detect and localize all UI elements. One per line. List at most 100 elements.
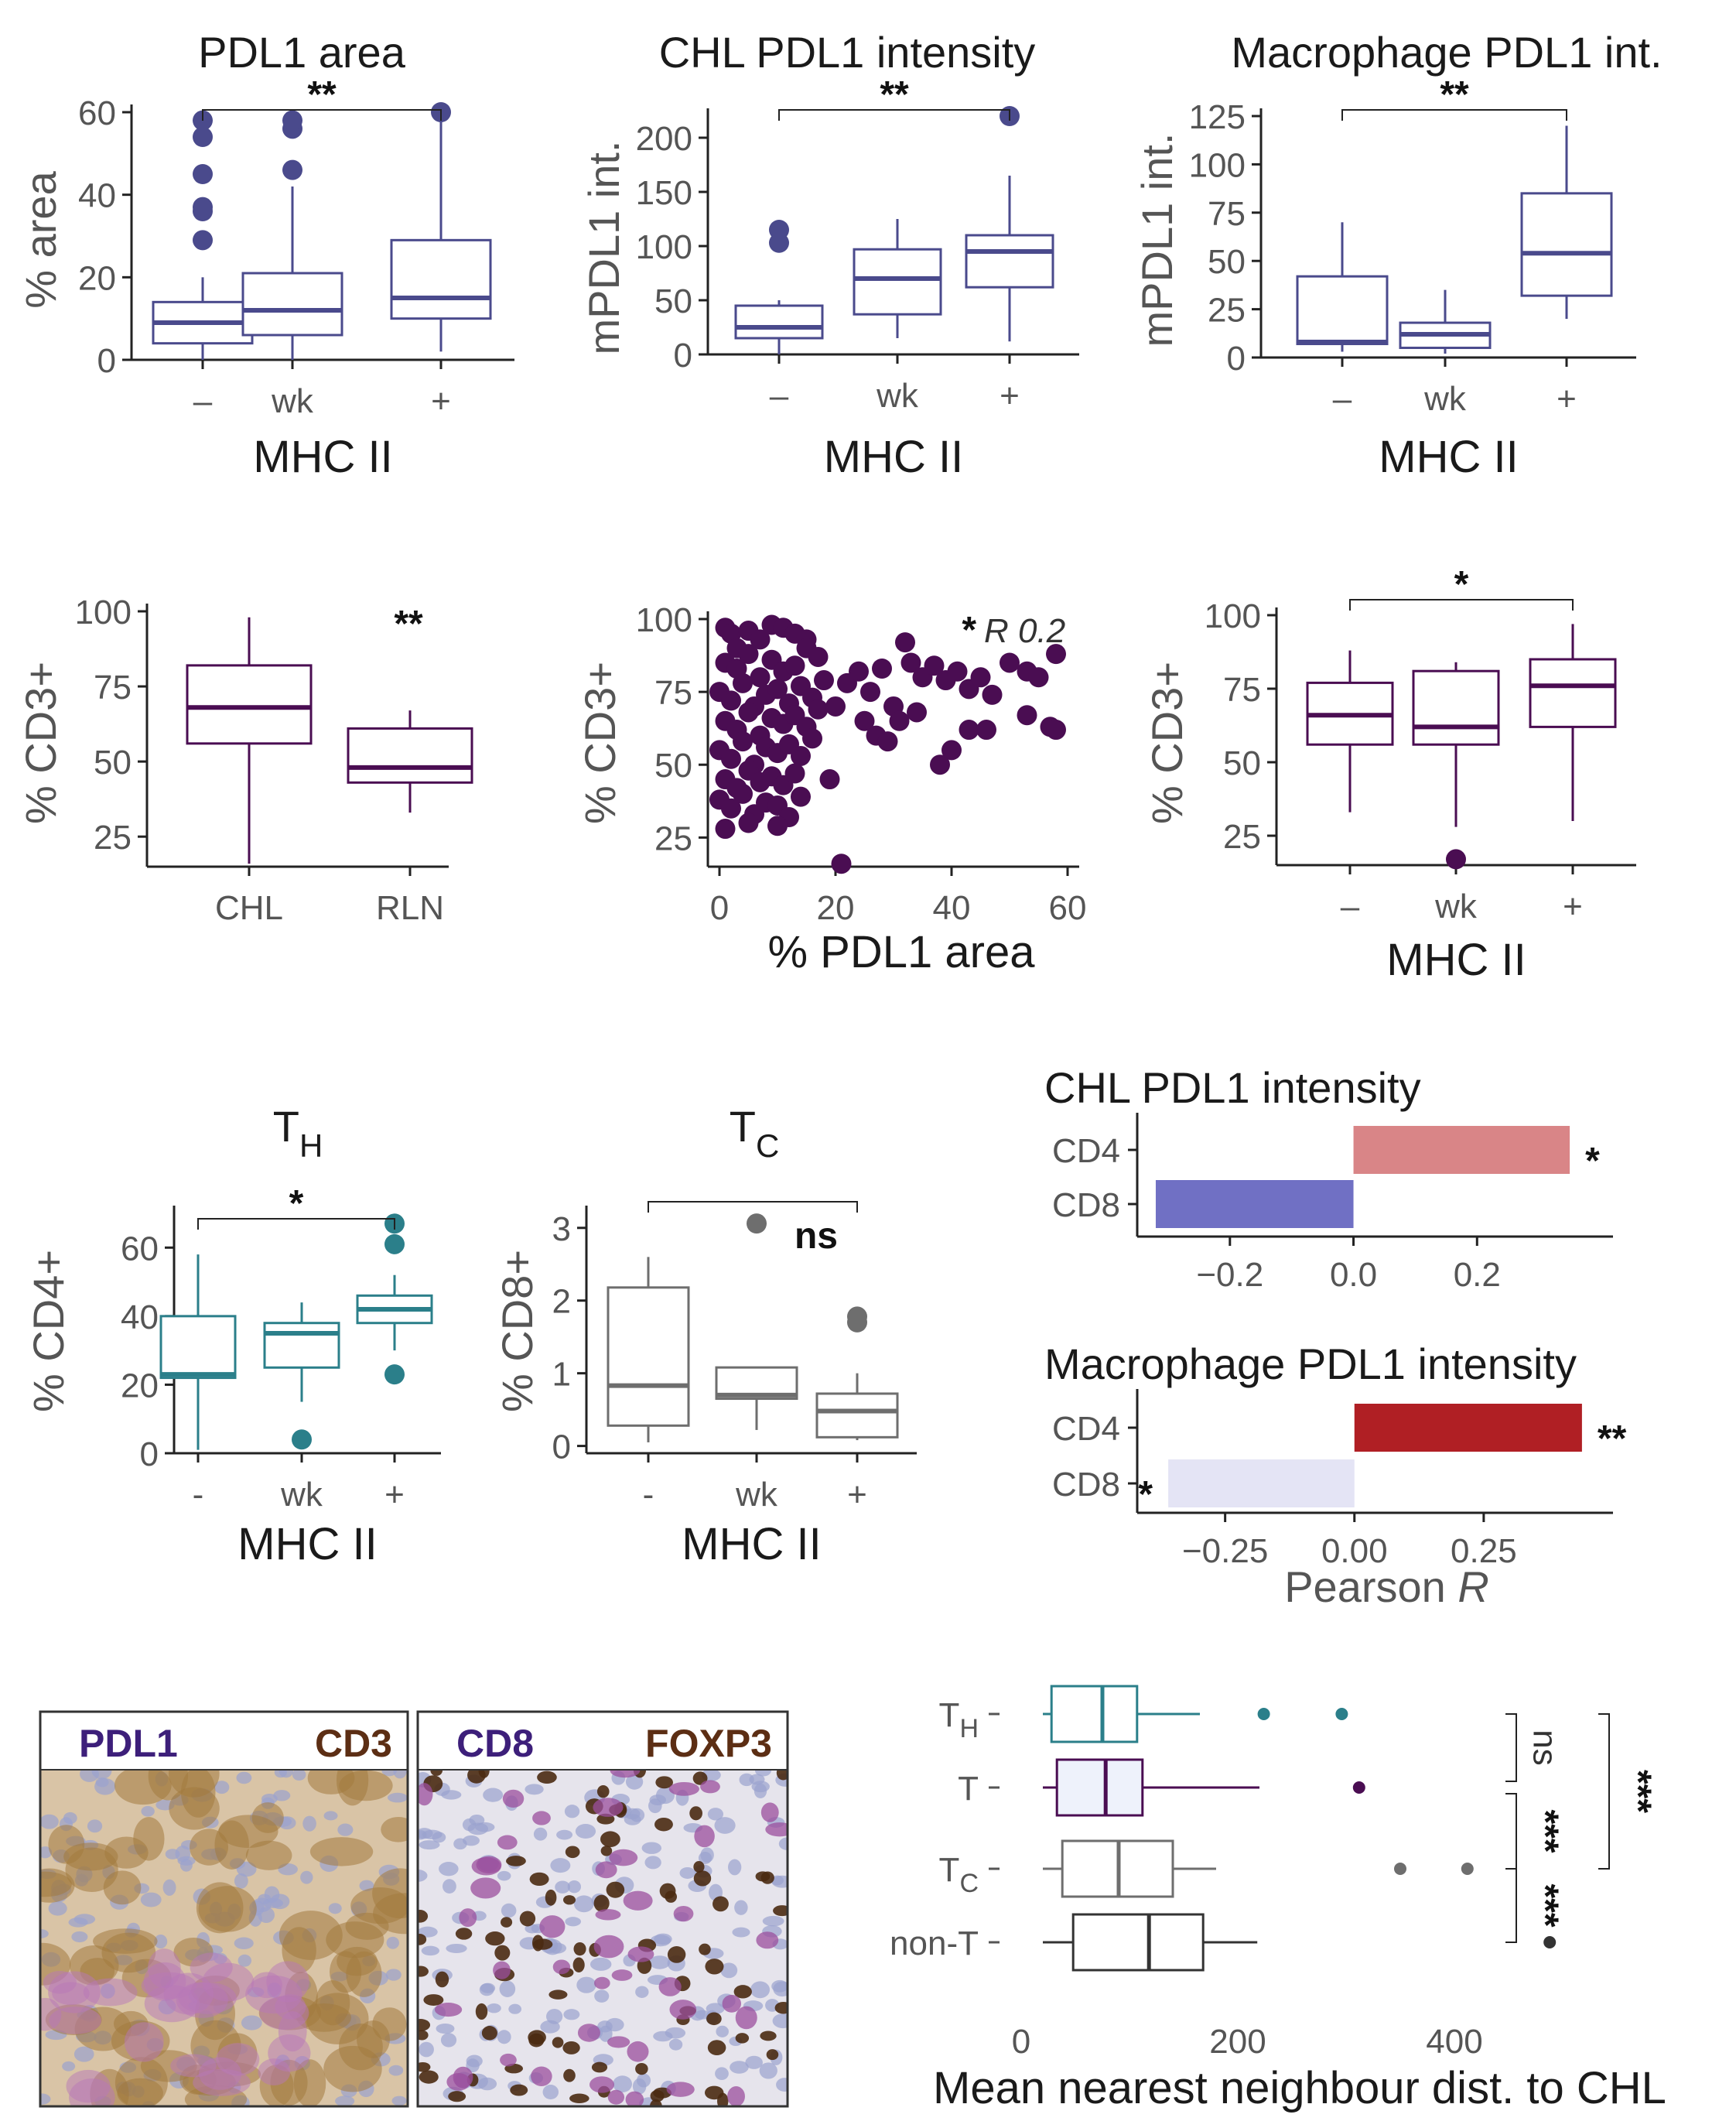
- correlation-bar: [1354, 1404, 1582, 1452]
- nucleus-blue: [418, 1870, 428, 1882]
- y-tick-label: 0: [97, 342, 116, 380]
- scatter-point: [860, 682, 880, 703]
- nucleus-blue: [95, 1777, 109, 1788]
- x-axis-label: MHC II: [824, 432, 963, 482]
- x-tick-label: −0.2: [1196, 1256, 1263, 1294]
- outlier-point: [1394, 1863, 1406, 1875]
- cd8-stain-purple: [611, 1969, 633, 1981]
- nucleus-blue: [668, 2038, 683, 2051]
- y-tick-label: 1: [552, 1356, 571, 1394]
- x-tick-label: +: [384, 1476, 405, 1514]
- foxp3-nucleus-brown: [418, 2030, 429, 2041]
- foxp3-nucleus-brown: [423, 1994, 444, 2006]
- x-axis-label-italic: R: [1457, 1562, 1488, 1611]
- x-tick-label: 20: [817, 889, 855, 927]
- pdl1-stain-purple: [49, 2007, 102, 2034]
- chart-title: PDL1 area: [198, 28, 406, 77]
- cd8-stain-purple: [497, 1835, 518, 1850]
- y-tick-label: 50: [654, 747, 692, 785]
- foxp3-nucleus-brown: [760, 2030, 777, 2041]
- y-tick-label: CD4: [1052, 1132, 1120, 1170]
- nucleus-blue: [165, 1849, 180, 1859]
- y-tick-label: 25: [94, 819, 132, 857]
- nucleus-blue: [771, 1979, 788, 1993]
- significance-label: **: [307, 74, 337, 115]
- nucleus-blue: [466, 2058, 480, 2073]
- x-tick-label: –: [193, 382, 213, 420]
- cd8-stain-purple: [434, 2003, 463, 2017]
- cd8-stain-purple: [700, 1780, 720, 1794]
- box-iqr: [853, 248, 942, 316]
- chart-title: Macrophage PDL1 intensity: [1044, 1339, 1577, 1388]
- nucleus-blue: [706, 2003, 725, 2014]
- x-axis-label: Mean nearest neighbour dist. to CHL: [933, 2063, 1666, 2113]
- outlier-point: [193, 230, 213, 251]
- nucleus-blue: [698, 1851, 713, 1865]
- box-iqr: [1529, 658, 1617, 728]
- x-tick-label: wk: [271, 382, 314, 420]
- chart-title: CHL PDL1 intensity: [1044, 1063, 1421, 1112]
- y-tick-label: 0: [552, 1428, 571, 1466]
- foxp3-nucleus-brown: [537, 1770, 557, 1784]
- nucleus-blue: [140, 1892, 162, 1907]
- scatter-point: [738, 644, 759, 665]
- y-axis-label: % CD3+: [576, 662, 624, 824]
- outlier-point: [747, 1213, 767, 1234]
- y-tick-label: 75: [94, 669, 132, 706]
- panel-tc-cd8: 0 1 2 3 - wk + ns TC MHC II % CD8+: [493, 1102, 917, 1569]
- nucleus-blue: [625, 1774, 644, 1790]
- foxp3-nucleus-brown: [704, 2085, 724, 2100]
- outlier-point: [769, 220, 789, 240]
- nucleus-blue: [40, 1814, 59, 1829]
- box-iqr: [1412, 669, 1500, 746]
- outlier-point: [1335, 1708, 1348, 1720]
- nucleus-blue: [641, 1842, 662, 1854]
- nucleus-blue: [567, 1880, 582, 1894]
- cd3-stain-brown: [251, 1802, 284, 1833]
- stain-label-right: FOXP3: [645, 1722, 772, 1765]
- nucleus-blue: [707, 1808, 724, 1821]
- nucleus-blue: [141, 1805, 155, 1817]
- cd8-stain-purple: [595, 1909, 621, 1921]
- nucleus-blue: [778, 1837, 788, 1850]
- cd8-stain-purple: [532, 1811, 551, 1825]
- foxp3-nucleus-brown: [689, 1806, 702, 1821]
- y-tick-label: 60: [78, 94, 116, 132]
- foxp3-nucleus-brown: [655, 1776, 673, 1789]
- foxp3-nucleus-brown: [485, 1931, 505, 1946]
- nucleus-blue: [40, 1928, 49, 1938]
- y-tick-label: CD8: [1052, 1466, 1120, 1504]
- scatter-point: [907, 702, 927, 723]
- foxp3-nucleus-brown: [600, 1846, 613, 1856]
- pdl1-stain-purple: [216, 2043, 260, 2076]
- foxp3-nucleus-brown: [667, 1946, 686, 1963]
- cd3-stain-brown: [196, 1882, 244, 1934]
- foxp3-nucleus-brown: [531, 1935, 544, 1952]
- nucleus-blue: [762, 1915, 784, 1927]
- nucleus-blue: [716, 2025, 729, 2037]
- x-axis-label: MHC II: [238, 1519, 377, 1569]
- nucleus-blue: [564, 1805, 580, 1818]
- box-iqr: [815, 1392, 899, 1439]
- cd3-stain-brown: [117, 2078, 163, 2106]
- nucleus-blue: [750, 1981, 771, 1999]
- nucleus-blue: [730, 2061, 749, 2074]
- panel-chl-pdl1-intensity: 0 50 100 150 200 – wk + **CHL PDL1 intensity MHC …: [579, 28, 1079, 482]
- x-tick-label: 0: [710, 889, 729, 927]
- nucleus-blue: [575, 1823, 596, 1839]
- foxp3-nucleus-brown: [519, 1911, 536, 1927]
- significance-label: ns: [1526, 1729, 1563, 1765]
- significance-label: ***: [1524, 1883, 1565, 1927]
- foxp3-nucleus-brown: [475, 2003, 488, 2020]
- x-tick-label: 40: [933, 889, 971, 927]
- x-tick-label: −0.25: [1182, 1532, 1268, 1570]
- x-axis-label: Pearson R: [1284, 1562, 1489, 1611]
- cd8-stain-purple: [502, 1789, 525, 1808]
- y-tick-label: 0: [140, 1435, 159, 1473]
- significance-label: *: [289, 1183, 304, 1224]
- x-tick-label: RLN: [376, 889, 444, 927]
- nucleus-blue: [71, 1931, 88, 1943]
- nucleus-blue: [262, 1897, 284, 1908]
- foxp3-nucleus-brown: [565, 1846, 580, 1859]
